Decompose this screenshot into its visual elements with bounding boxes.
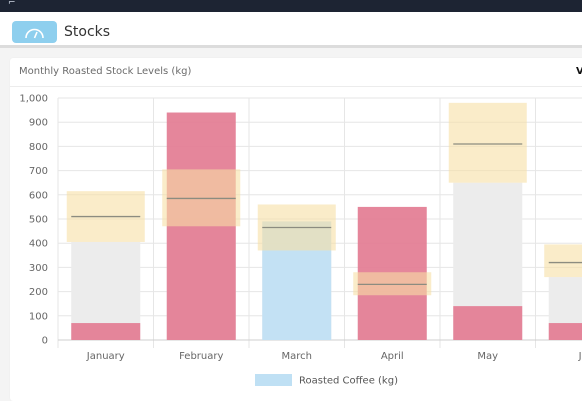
page-header xyxy=(0,12,582,48)
stock-bar xyxy=(71,323,141,340)
y-tick-label: 800 xyxy=(29,142,48,153)
x-tick-label: April xyxy=(381,351,404,362)
x-tick-label: Ju xyxy=(578,351,582,362)
page-title: Stocks xyxy=(64,24,111,40)
legend-swatch xyxy=(255,374,292,386)
y-tick-label: 900 xyxy=(29,118,48,129)
y-tick-label: 400 xyxy=(29,239,48,250)
gauge-icon xyxy=(12,21,57,43)
stock-bar xyxy=(548,323,582,340)
x-tick-label: March xyxy=(282,351,312,362)
target-range-band xyxy=(544,244,582,278)
stock-bar xyxy=(453,306,523,340)
y-tick-label: 1,000 xyxy=(19,94,48,105)
card-divider xyxy=(10,86,582,87)
legend-label: Roasted Coffee (kg) xyxy=(299,376,398,387)
y-tick-label: 300 xyxy=(29,263,48,274)
x-tick-label: February xyxy=(179,351,223,362)
y-tick-label: 500 xyxy=(29,215,48,226)
x-tick-label: May xyxy=(477,351,498,362)
y-tick-label: 600 xyxy=(29,190,48,201)
y-tick-label: 200 xyxy=(29,287,48,298)
chart-title: Monthly Roasted Stock Levels (kg) xyxy=(19,66,192,77)
y-tick-label: 100 xyxy=(29,311,48,322)
window-corner-icon: ⌐ xyxy=(8,0,16,8)
y-tick-label: 700 xyxy=(29,166,48,177)
next-card-title-fragment: V xyxy=(576,66,582,77)
y-tick-label: 0 xyxy=(42,336,48,347)
stock-bar xyxy=(166,112,236,341)
window-topbar: ⌐ xyxy=(0,0,582,12)
x-tick-label: January xyxy=(86,351,125,362)
target-range-band xyxy=(448,102,527,183)
